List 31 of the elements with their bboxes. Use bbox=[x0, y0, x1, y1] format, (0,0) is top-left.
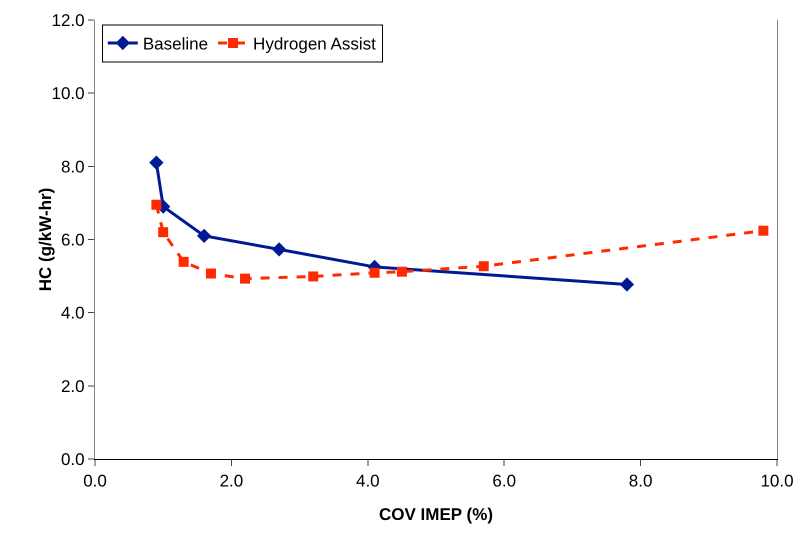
y-tick-label: 12.0 bbox=[52, 10, 85, 30]
point bbox=[758, 226, 768, 236]
point bbox=[370, 268, 380, 278]
y-axis-title: HC (g/kW-hr) bbox=[36, 188, 55, 292]
y-tick-label: 8.0 bbox=[60, 157, 85, 176]
y-tick-label: 4.0 bbox=[60, 304, 85, 323]
point bbox=[178, 256, 189, 267]
point bbox=[196, 228, 212, 243]
point bbox=[478, 261, 489, 272]
y-tick-label: 0.0 bbox=[60, 450, 85, 469]
x-tick-label: 0.0 bbox=[83, 471, 107, 490]
point bbox=[272, 242, 286, 257]
x-tick-label: 8.0 bbox=[628, 471, 652, 490]
point bbox=[206, 268, 216, 279]
legend-label: Baseline bbox=[142, 34, 208, 54]
point bbox=[308, 271, 318, 282]
y-tick-label: 10.0 bbox=[52, 84, 85, 104]
y-tick-label: 6.0 bbox=[60, 230, 85, 250]
point bbox=[620, 277, 634, 292]
x-tick-label: 4.0 bbox=[356, 471, 380, 490]
x-axis-title: COV IMEP (%) bbox=[379, 505, 493, 524]
x-tick-label: 10.0 bbox=[760, 471, 794, 490]
point bbox=[396, 266, 407, 277]
point bbox=[149, 156, 164, 170]
y-tick-label: 2.0 bbox=[60, 376, 85, 396]
point bbox=[158, 227, 168, 238]
x-tick-label: 2.0 bbox=[220, 471, 244, 490]
legend-label: Hydrogen Assist bbox=[253, 34, 376, 54]
point bbox=[240, 274, 250, 284]
x-tick-label: 6.0 bbox=[492, 471, 516, 490]
point bbox=[151, 200, 162, 210]
